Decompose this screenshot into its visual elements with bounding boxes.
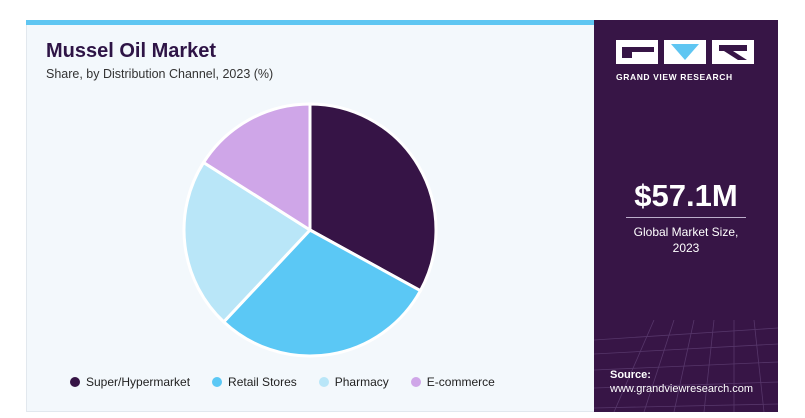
chart-subtitle: Share, by Distribution Channel, 2023 (%) <box>46 67 274 81</box>
value-divider <box>626 217 746 218</box>
legend-item-pharmacy: Pharmacy <box>318 375 389 389</box>
market-size-label-line1: Global Market Size, <box>633 225 739 239</box>
gvr-logo-icon <box>616 40 754 64</box>
legend-swatch <box>410 377 421 387</box>
legend-swatch <box>70 377 80 387</box>
legend-swatch <box>318 377 329 387</box>
legend-item-super-hypermarket: Super/Hypermarket <box>70 375 190 389</box>
source-url[interactable]: www.grandviewresearch.com <box>610 383 754 395</box>
legend-label: Retail Stores <box>228 375 297 389</box>
legend-label: E-commerce <box>426 375 495 389</box>
source-label: Source: <box>610 369 651 381</box>
decorative-grid <box>594 320 778 412</box>
brand-name: GRAND VIEW RESEARCH <box>616 72 733 82</box>
legend-label: Pharmacy <box>334 375 389 389</box>
accent-bar <box>26 20 594 25</box>
grand-view-research-logo: GRAND VIEW RESEARCH <box>616 40 756 82</box>
legend-item-e-commerce: E-commerce <box>410 375 495 389</box>
pie-slice-e-commerce <box>201 102 312 233</box>
market-size-label-line2: 2023 <box>672 241 700 255</box>
legend-swatch <box>212 377 223 387</box>
market-size-label: Global Market Size, 2023 <box>594 224 778 256</box>
legend-item-retail-stores: Retail Stores <box>212 375 297 389</box>
legend: Super/Hypermarket Retail Stores Pharmacy… <box>70 375 495 389</box>
pie-slice-super-hypermarket <box>308 102 438 293</box>
source-note: Source: www.grandviewresearch.com <box>610 368 753 396</box>
legend-label: Super/Hypermarket <box>86 375 191 389</box>
pie-slice-pharmacy <box>182 160 313 324</box>
pie-slice-retail-stores <box>221 228 423 358</box>
pie-chart <box>182 102 438 358</box>
brand-panel: GRAND VIEW RESEARCH $57.1M Global Market… <box>594 20 778 412</box>
chart-title: Mussel Oil Market <box>46 40 217 62</box>
market-size-value: $57.1M <box>634 178 738 213</box>
